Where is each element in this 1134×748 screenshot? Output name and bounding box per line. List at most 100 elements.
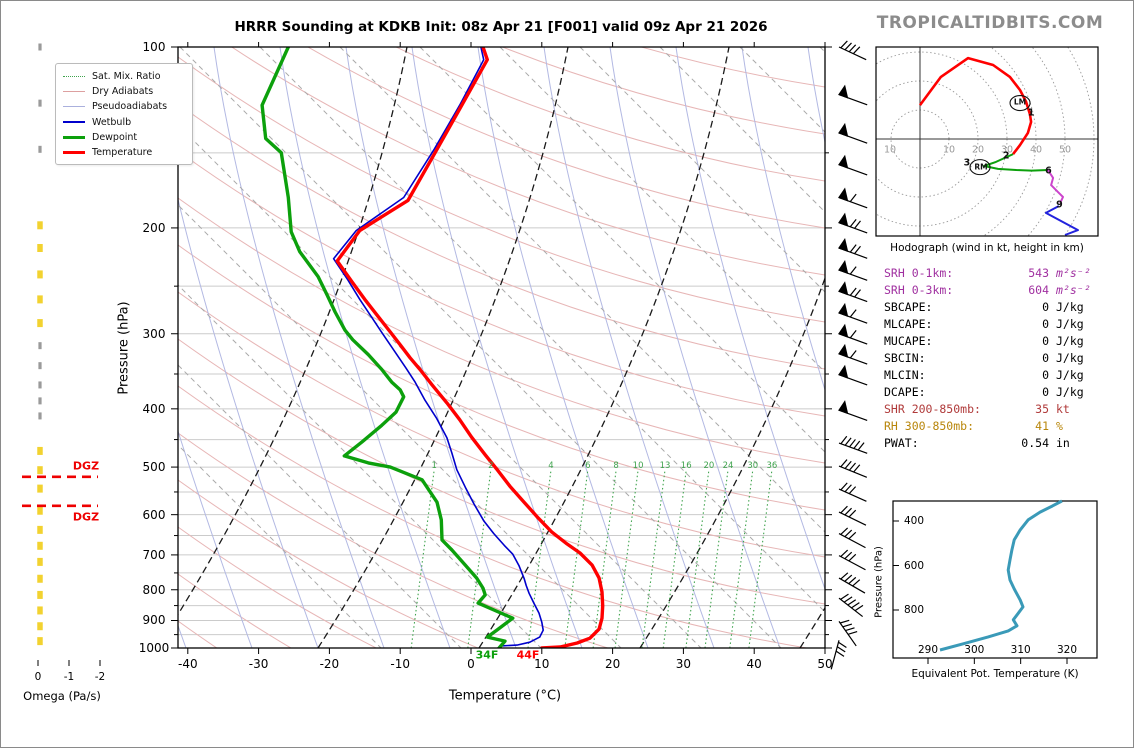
- stat-value: 0: [1042, 333, 1049, 348]
- hodo-height-label: 1: [1027, 107, 1035, 119]
- brand-logo: TROPICALTIDBITS.COM: [876, 13, 1104, 33]
- thetae-pressure-tick: 400: [903, 515, 925, 527]
- legend-label: Dry Adiabats: [92, 86, 154, 98]
- stat-label: MUCAPE:: [884, 333, 933, 348]
- legend-swatch: [63, 121, 85, 124]
- stat-label: MLCIN:: [884, 367, 926, 382]
- hodo-height-label: 6: [1045, 165, 1052, 177]
- surface-temp-label: 44F: [516, 648, 540, 662]
- stat-value: 0.54: [1021, 435, 1049, 450]
- legend-item: Dewpoint: [63, 130, 185, 145]
- wind-barb: [838, 154, 868, 176]
- mixing-ratio-label: 24: [722, 461, 734, 471]
- stat-row: SHR 200-850mb: 35 kt: [884, 400, 1108, 417]
- wind-barb: [838, 435, 868, 454]
- pressure-tick-label: 800: [142, 582, 166, 597]
- hodo-ring-label: 10: [883, 144, 897, 156]
- right-mover-marker: RM: [974, 162, 988, 172]
- legend-label: Temperature: [92, 147, 153, 159]
- stat-unit: J/kg: [1056, 350, 1084, 365]
- omega-tick-label: 0: [34, 671, 42, 683]
- pressure-tick-label: 700: [142, 547, 166, 562]
- mixing-ratio-label: 8: [613, 461, 619, 471]
- hodo-height-label: 9: [1056, 199, 1063, 211]
- stat-label: SBCAPE:: [884, 299, 933, 314]
- thetae-pressure-tick: 800: [903, 604, 925, 616]
- stat-label: SRH 0-1km:: [884, 265, 954, 280]
- wind-barb-column: [830, 40, 868, 670]
- omega-tick-label: -2: [94, 671, 106, 683]
- stat-label: SHR 200-850mb:: [884, 401, 981, 416]
- stat-unit: in: [1056, 435, 1070, 450]
- legend-item: Sat. Mix. Ratio: [63, 69, 185, 84]
- dgz-lower-label: DGZ: [72, 510, 100, 524]
- stat-label: MLCAPE:: [884, 316, 933, 331]
- wind-barb: [838, 40, 867, 61]
- wetbulb-trace: [332, 47, 545, 647]
- temperature-trace: [335, 47, 605, 648]
- temperature-tick-label: 20: [604, 657, 621, 671]
- legend-swatch: [63, 151, 85, 155]
- wind-barb: [838, 323, 868, 345]
- stat-label: RH 300-850mb:: [884, 418, 975, 433]
- temperature-tick-label: 40: [746, 657, 762, 671]
- legend-item: Temperature: [63, 145, 185, 160]
- thetae-pressure-tick: 600: [903, 559, 925, 572]
- legend: Sat. Mix. Ratio Dry Adiabats Pseudoadiabat…: [55, 63, 193, 166]
- temperature-axis-label: Temperature (°C): [448, 688, 562, 704]
- hodo-ring-label: 20: [971, 144, 985, 156]
- stat-unit: J/kg: [1056, 367, 1084, 382]
- wind-barb: [838, 84, 868, 106]
- legend-swatch: [63, 91, 85, 93]
- omega-tick-label: -1: [63, 671, 75, 683]
- stat-row: PWAT: 0.54 in: [884, 434, 1108, 451]
- wind-barb: [830, 640, 847, 670]
- wind-barb: [838, 400, 868, 421]
- legend-label: Sat. Mix. Ratio: [92, 71, 161, 83]
- hodo-height-label: 2: [1002, 150, 1010, 162]
- legend-swatch: [63, 106, 85, 108]
- mixing-ratio-label: 6: [585, 461, 591, 471]
- mixing-ratio-label: 1: [431, 461, 437, 471]
- stat-unit: J/kg: [1056, 316, 1084, 331]
- temperature-tick-label: -40: [177, 657, 198, 671]
- temperature-tick-label: 30: [675, 657, 692, 671]
- hodograph-panel: [875, 46, 1099, 237]
- legend-swatch: [63, 135, 85, 139]
- pressure-tick-label: 300: [142, 326, 166, 341]
- stat-row: RH 300-850mb: 41%: [884, 417, 1108, 434]
- hodo-ring-label: 10: [942, 144, 956, 156]
- stat-label: DCAPE:: [884, 384, 926, 399]
- page-title: HRRR Sounding at KDKB Init: 08z Apr 21 […: [234, 19, 768, 35]
- stats-panel: SRH 0-1km: 543 m²s⁻² SRH 0-3km: 604 m²s⁻² SBCA…: [884, 264, 1108, 451]
- wind-barb: [838, 187, 868, 209]
- stat-value: 41: [1035, 418, 1049, 433]
- thetae-temp-tick: 310: [1010, 644, 1031, 656]
- left-mover-marker: LM: [1013, 97, 1027, 107]
- thetae-temp-tick: 290: [917, 644, 939, 656]
- stat-value: 543: [1028, 265, 1049, 280]
- temperature-tick-label: -20: [319, 657, 340, 671]
- wind-barb: [838, 343, 868, 365]
- temperature-tick-label: 50: [817, 657, 833, 671]
- stat-row: MLCIN: 0 J/kg: [884, 366, 1108, 383]
- stat-value: 35: [1035, 401, 1049, 416]
- temperature-tick-label: -30: [248, 657, 269, 671]
- pressure-tick-label: 400: [142, 401, 166, 416]
- stat-unit: J/kg: [1056, 299, 1084, 314]
- hodograph-trace-9-12km: [1044, 205, 1079, 236]
- temperature-tick-label: 0: [467, 657, 475, 671]
- mixing-ratio-label: 36: [766, 461, 778, 471]
- wind-barb: [838, 505, 867, 526]
- stat-value: 0: [1042, 299, 1049, 314]
- hodo-ring-label: 50: [1058, 144, 1072, 156]
- stat-row: SRH 0-3km: 604 m²s⁻²: [884, 281, 1108, 298]
- sounding-traces: [260, 47, 605, 648]
- wind-barb: [838, 549, 866, 571]
- thetae-trace: [939, 499, 1063, 652]
- temperature-tick-label: -10: [390, 657, 410, 671]
- dgz-upper-label: DGZ: [72, 459, 100, 473]
